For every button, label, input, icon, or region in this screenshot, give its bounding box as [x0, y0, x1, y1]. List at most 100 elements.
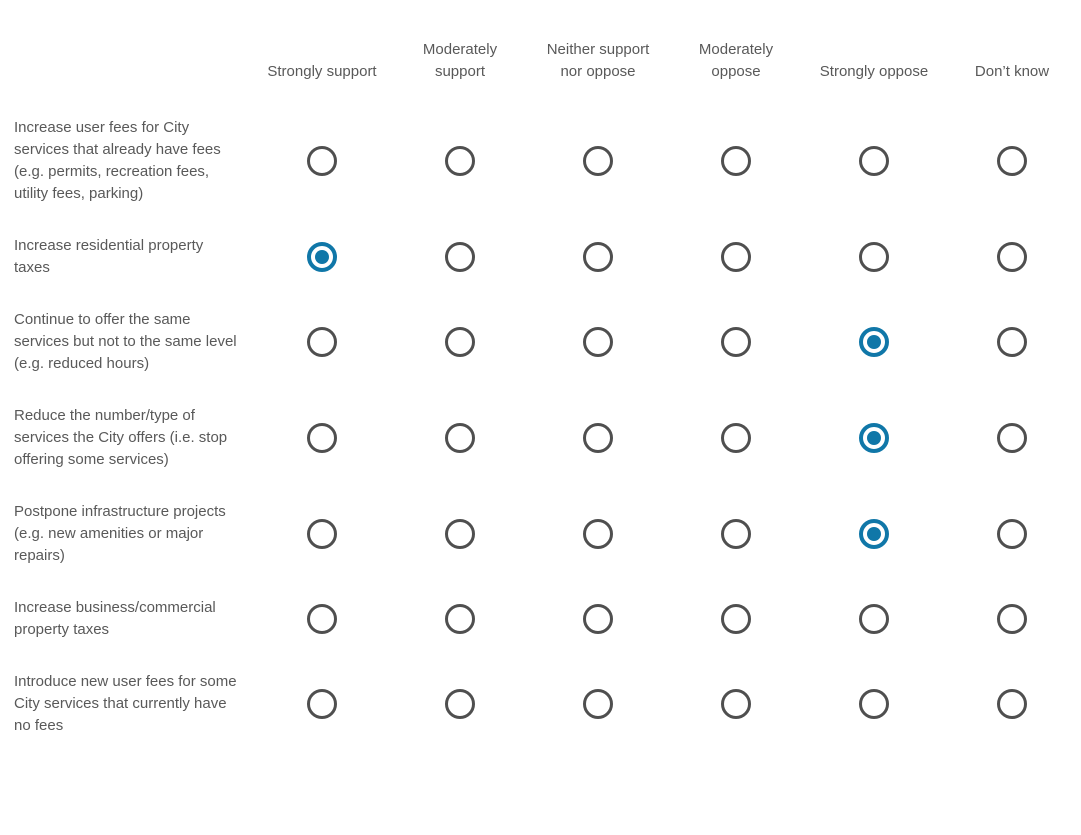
radio-strongly-oppose[interactable] [859, 519, 889, 549]
radio-strongly-support[interactable] [307, 689, 337, 719]
radio-moderately-support[interactable] [445, 146, 475, 176]
radio-strongly-oppose[interactable] [859, 604, 889, 634]
radio-neither-support-nor-oppose[interactable] [583, 146, 613, 176]
radio-don-t-know[interactable] [997, 327, 1027, 357]
radio-cell [667, 604, 805, 634]
radio-moderately-oppose[interactable] [721, 242, 751, 272]
column-header-don-t-know: Don’t know [974, 63, 1050, 80]
radio-strongly-support[interactable] [307, 604, 337, 634]
radio-don-t-know[interactable] [997, 689, 1027, 719]
survey-matrix: Strongly support Moderately support Neithe… [0, 0, 1081, 737]
radio-cell [943, 604, 1081, 634]
radio-don-t-know[interactable] [997, 423, 1027, 453]
row-label: Increase residential property taxes [14, 237, 204, 276]
column-header-moderately-oppose: Moderately oppose [698, 41, 774, 80]
radio-moderately-oppose[interactable] [721, 423, 751, 453]
column-header-moderately-support: Moderately support [422, 41, 498, 80]
radio-neither-support-nor-oppose[interactable] [583, 604, 613, 634]
radio-cell [529, 423, 667, 453]
matrix-row: Increase business/commercial property ta… [0, 597, 1081, 641]
row-label: Continue to offer the same services but … [14, 311, 237, 372]
radio-cell [943, 423, 1081, 453]
radio-strongly-oppose[interactable] [859, 689, 889, 719]
radio-cell [529, 242, 667, 272]
radio-moderately-support[interactable] [445, 519, 475, 549]
radio-strongly-support[interactable] [307, 327, 337, 357]
radio-cell [253, 689, 391, 719]
radio-moderately-support[interactable] [445, 327, 475, 357]
radio-cell [391, 519, 529, 549]
radio-strongly-oppose[interactable] [859, 423, 889, 453]
matrix-header-row: Strongly support Moderately support Neithe… [0, 0, 1081, 117]
radio-cell [667, 327, 805, 357]
column-header-neither-support-nor-oppose: Neither support nor oppose [546, 41, 650, 80]
row-label: Increase user fees for City services tha… [14, 119, 221, 202]
radio-cell [253, 423, 391, 453]
radio-moderately-oppose[interactable] [721, 604, 751, 634]
matrix-row: Introduce new user fees for some City se… [0, 671, 1081, 737]
column-header-strongly-support: Strongly support [267, 63, 377, 80]
radio-cell [943, 327, 1081, 357]
radio-cell [529, 689, 667, 719]
radio-neither-support-nor-oppose[interactable] [583, 519, 613, 549]
radio-neither-support-nor-oppose[interactable] [583, 242, 613, 272]
radio-cell [391, 327, 529, 357]
matrix-row: Increase residential property taxes [0, 235, 1081, 279]
radio-strongly-support[interactable] [307, 242, 337, 272]
radio-don-t-know[interactable] [997, 604, 1027, 634]
radio-strongly-oppose[interactable] [859, 327, 889, 357]
row-label: Increase business/commercial property ta… [14, 599, 216, 638]
radio-moderately-support[interactable] [445, 689, 475, 719]
radio-cell [943, 519, 1081, 549]
radio-don-t-know[interactable] [997, 242, 1027, 272]
radio-moderately-support[interactable] [445, 604, 475, 634]
radio-cell [805, 146, 943, 176]
row-label: Postpone infrastructure projects (e.g. n… [14, 503, 226, 564]
radio-cell [667, 519, 805, 549]
radio-selected-dot [867, 431, 881, 445]
radio-cell [391, 689, 529, 719]
radio-don-t-know[interactable] [997, 146, 1027, 176]
radio-cell [943, 242, 1081, 272]
radio-cell [943, 146, 1081, 176]
radio-strongly-oppose[interactable] [859, 146, 889, 176]
radio-cell [391, 242, 529, 272]
radio-moderately-support[interactable] [445, 423, 475, 453]
radio-cell [529, 604, 667, 634]
radio-cell [667, 242, 805, 272]
column-header-strongly-oppose: Strongly oppose [819, 63, 929, 80]
row-label: Reduce the number/type of services the C… [14, 407, 228, 468]
radio-cell [253, 327, 391, 357]
radio-moderately-oppose[interactable] [721, 519, 751, 549]
radio-cell [391, 146, 529, 176]
radio-moderately-support[interactable] [445, 242, 475, 272]
radio-cell [667, 689, 805, 719]
radio-cell [805, 689, 943, 719]
radio-cell [391, 423, 529, 453]
radio-cell [253, 242, 391, 272]
radio-neither-support-nor-oppose[interactable] [583, 689, 613, 719]
radio-strongly-support[interactable] [307, 519, 337, 549]
radio-moderately-oppose[interactable] [721, 327, 751, 357]
matrix-row: Postpone infrastructure projects (e.g. n… [0, 501, 1081, 567]
radio-don-t-know[interactable] [997, 519, 1027, 549]
matrix-row: Reduce the number/type of services the C… [0, 405, 1081, 471]
radio-neither-support-nor-oppose[interactable] [583, 423, 613, 453]
matrix-row: Continue to offer the same services but … [0, 309, 1081, 375]
radio-cell [529, 146, 667, 176]
radio-moderately-oppose[interactable] [721, 146, 751, 176]
radio-strongly-oppose[interactable] [859, 242, 889, 272]
radio-neither-support-nor-oppose[interactable] [583, 327, 613, 357]
radio-cell [529, 519, 667, 549]
radio-selected-dot [867, 527, 881, 541]
radio-cell [667, 146, 805, 176]
radio-cell [805, 423, 943, 453]
radio-cell [391, 604, 529, 634]
row-label: Introduce new user fees for some City se… [14, 673, 237, 734]
radio-strongly-support[interactable] [307, 146, 337, 176]
radio-moderately-oppose[interactable] [721, 689, 751, 719]
radio-cell [805, 604, 943, 634]
radio-selected-dot [315, 250, 329, 264]
radio-strongly-support[interactable] [307, 423, 337, 453]
